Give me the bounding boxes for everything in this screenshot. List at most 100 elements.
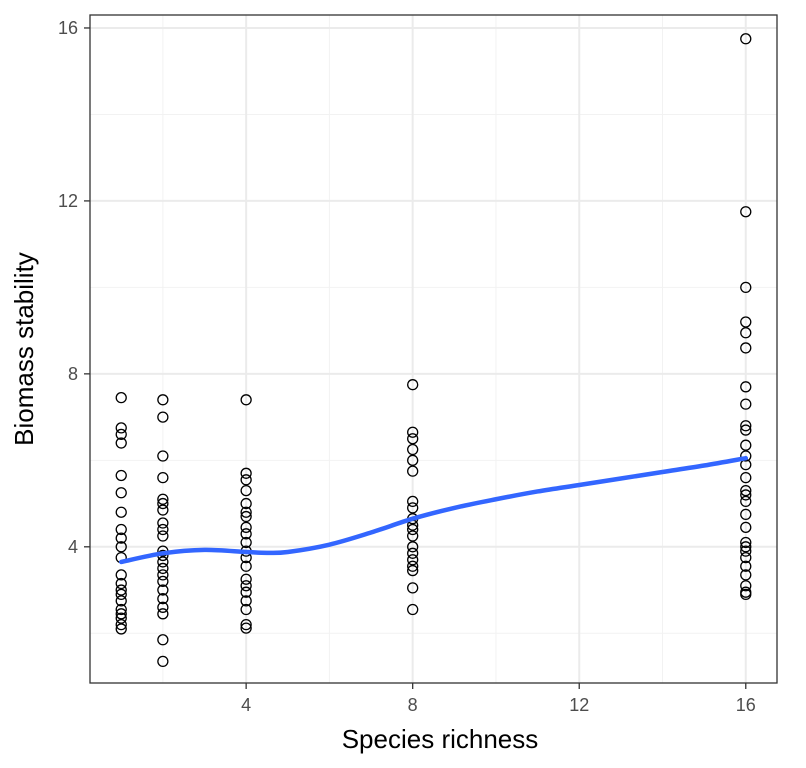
data-point xyxy=(740,588,752,601)
data-point xyxy=(740,495,752,508)
data-point xyxy=(740,541,752,553)
data-point xyxy=(407,530,419,542)
data-point xyxy=(157,411,169,423)
data-point xyxy=(115,487,127,499)
data-point xyxy=(115,584,127,596)
data-point xyxy=(407,547,419,559)
data-point xyxy=(240,474,252,486)
data-point xyxy=(407,541,419,553)
data-point xyxy=(157,593,169,605)
data-point xyxy=(157,517,169,529)
data-point xyxy=(157,471,169,484)
x-tick-label: 12 xyxy=(569,695,589,715)
data-point xyxy=(240,622,252,634)
data-point xyxy=(740,489,752,501)
data-point xyxy=(157,504,169,516)
data-point xyxy=(115,532,127,544)
data-point xyxy=(115,569,127,581)
data-point xyxy=(240,560,252,572)
data-point xyxy=(115,603,127,616)
data-point xyxy=(157,655,169,668)
data-point xyxy=(115,608,127,620)
data-point xyxy=(407,560,419,572)
y-tick-label: 12 xyxy=(58,191,78,211)
data-point xyxy=(157,450,169,462)
data-point xyxy=(115,422,127,434)
data-point xyxy=(740,580,752,592)
data-point xyxy=(740,569,752,581)
x-axis-title: Species richness xyxy=(342,724,539,754)
data-point xyxy=(115,623,127,635)
data-point xyxy=(740,381,752,393)
data-point xyxy=(740,33,752,45)
data-point xyxy=(740,536,752,549)
trend-line xyxy=(118,455,749,565)
data-point xyxy=(157,497,169,510)
data-point xyxy=(740,342,752,354)
data-point xyxy=(240,536,252,549)
data-point xyxy=(740,560,752,572)
data-point xyxy=(157,601,169,613)
data-point xyxy=(407,454,419,466)
data-point xyxy=(115,391,127,404)
data-point xyxy=(240,394,252,406)
data-point xyxy=(157,608,169,620)
data-point xyxy=(115,588,127,601)
data-point xyxy=(157,634,169,646)
y-tick-label: 4 xyxy=(68,537,78,557)
data-point xyxy=(240,603,252,616)
data-point xyxy=(740,327,752,339)
data-point xyxy=(740,316,752,328)
data-point xyxy=(115,523,127,536)
data-point xyxy=(407,582,419,594)
data-point xyxy=(157,569,169,581)
data-point xyxy=(740,439,752,451)
data-point xyxy=(115,541,127,553)
x-tick-label: 16 xyxy=(736,695,756,715)
data-point xyxy=(240,510,252,523)
data-point xyxy=(157,394,169,406)
data-point xyxy=(240,497,252,510)
data-point xyxy=(407,502,419,514)
data-point xyxy=(407,426,419,438)
data-point xyxy=(240,484,252,497)
data-point xyxy=(740,484,752,497)
data-point xyxy=(407,433,419,445)
x-tick-label: 8 xyxy=(408,695,418,715)
panel-border xyxy=(89,14,778,684)
data-point xyxy=(157,523,169,536)
minor-grid xyxy=(90,15,777,683)
data-point xyxy=(407,603,419,616)
data-point xyxy=(740,420,752,432)
y-axis-title: Biomass stability xyxy=(9,252,39,446)
data-point xyxy=(240,586,252,598)
data-point xyxy=(240,595,252,607)
data-point xyxy=(740,508,752,521)
data-point xyxy=(740,450,752,462)
data-point xyxy=(740,521,752,533)
data-point xyxy=(240,506,252,518)
data-point xyxy=(157,584,169,596)
data-point xyxy=(157,556,169,568)
data-point xyxy=(115,437,127,449)
data-point xyxy=(407,523,419,536)
data-point xyxy=(740,281,752,294)
data-point xyxy=(115,469,127,482)
data-point xyxy=(157,575,169,588)
x-tick-label: 4 xyxy=(241,695,251,715)
data-point xyxy=(740,471,752,484)
data-points xyxy=(115,33,752,668)
major-grid xyxy=(90,15,777,683)
data-point xyxy=(407,495,419,508)
data-point xyxy=(157,493,169,505)
data-point xyxy=(115,577,127,590)
tick-labels: 4 8 12 16 4 8 12 16 xyxy=(58,18,756,715)
data-point xyxy=(240,573,252,585)
data-point xyxy=(240,521,252,533)
data-point xyxy=(407,564,419,577)
data-point xyxy=(115,612,127,624)
data-point xyxy=(157,530,169,542)
y-tick-label: 8 xyxy=(68,364,78,384)
data-point xyxy=(240,618,252,631)
